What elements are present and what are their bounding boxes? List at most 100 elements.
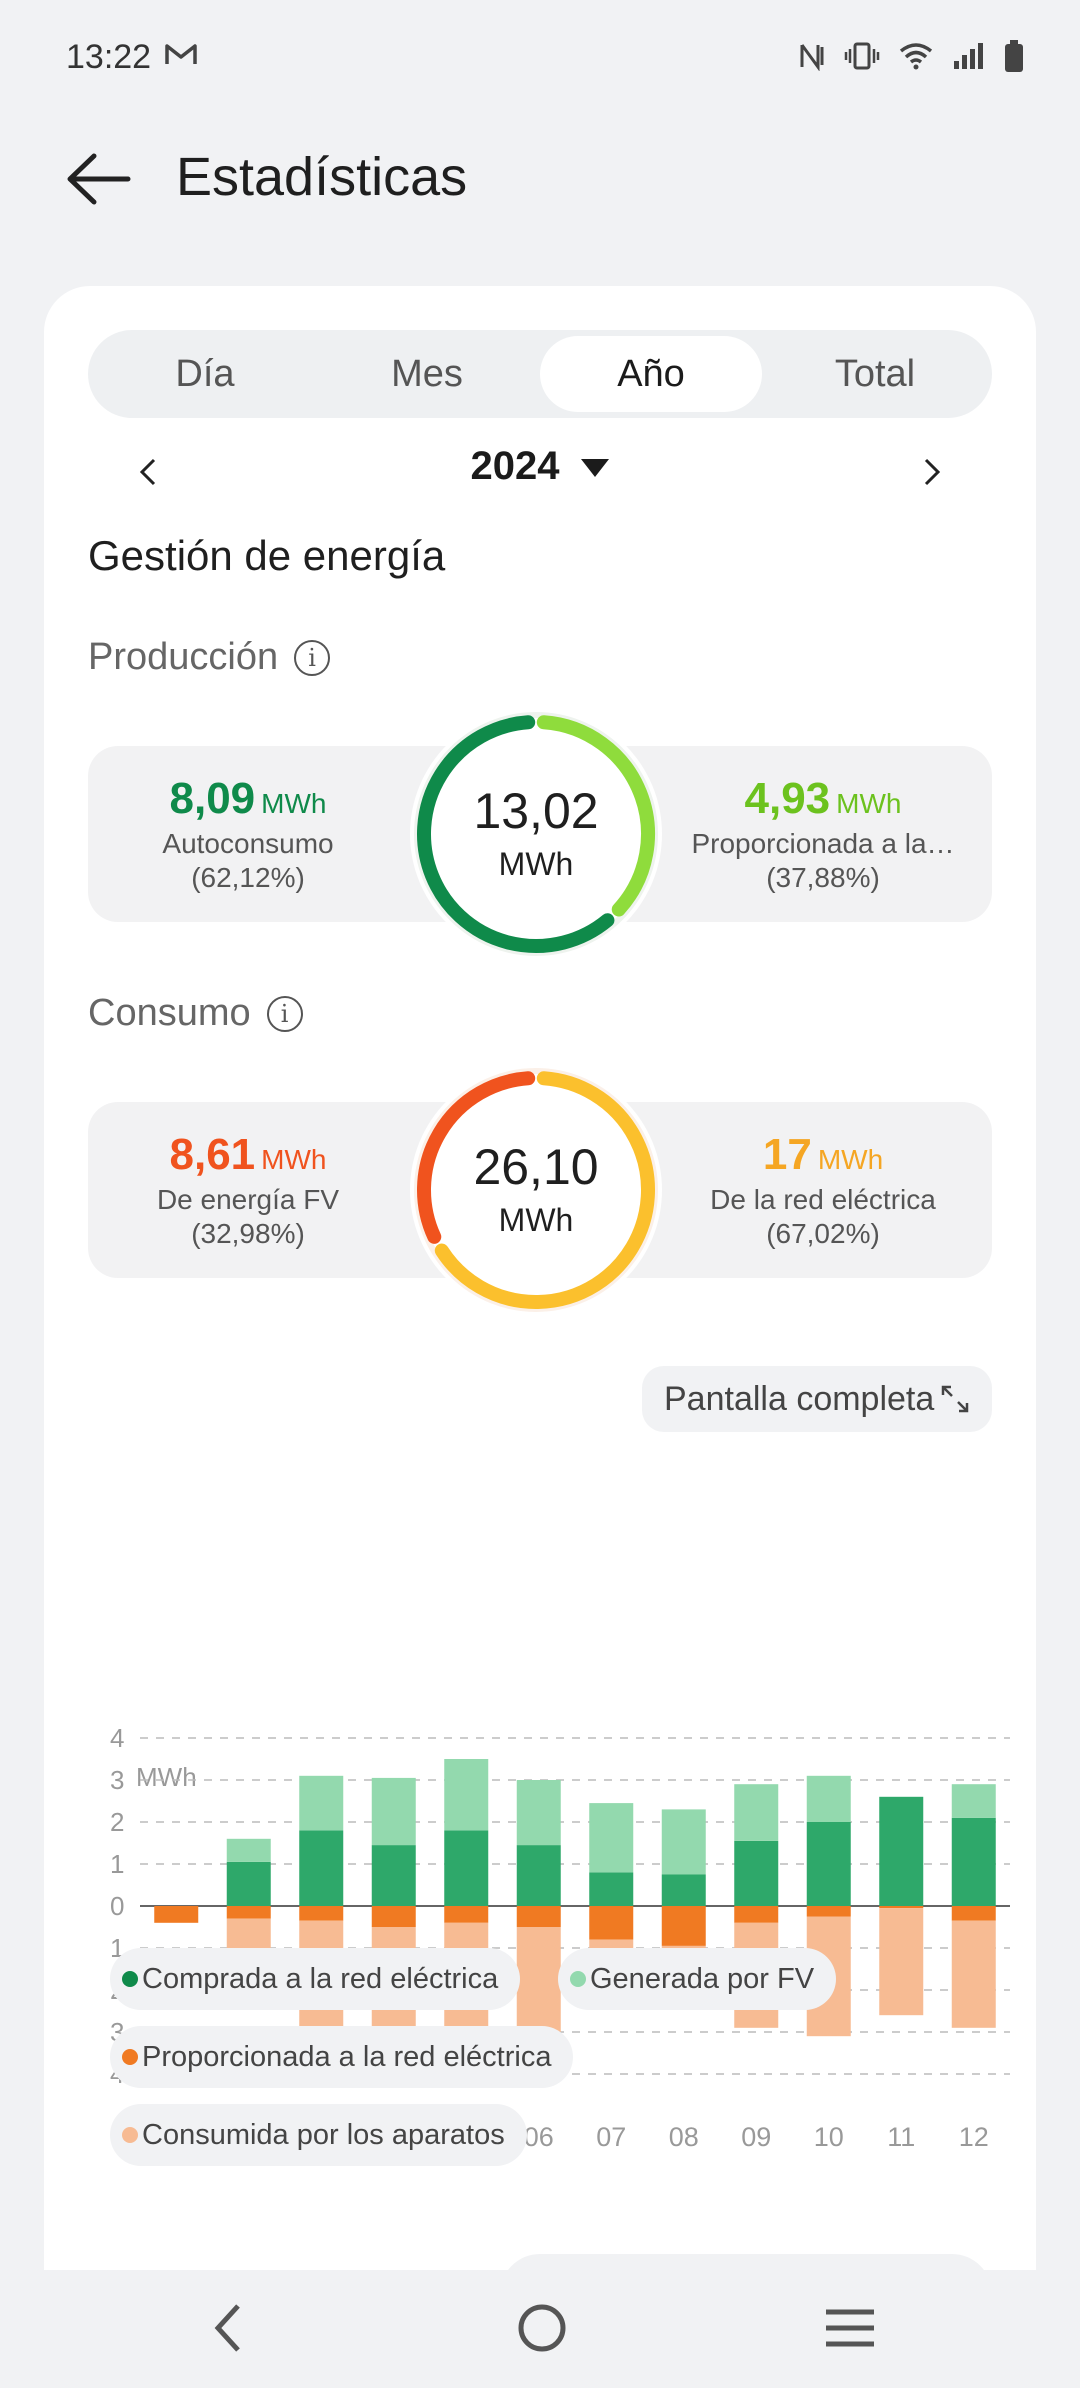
legend-dot	[122, 2127, 138, 2143]
legend-item-fed[interactable]: Proporcionada a la red eléctrica	[110, 2026, 574, 2088]
bar-segment	[516, 1906, 561, 1927]
app-header: Estadísticas	[0, 130, 1080, 230]
bar-segment	[951, 1920, 996, 2028]
bar-segment	[879, 1796, 924, 1906]
consumption-right-value: 17	[762, 1130, 812, 1179]
tab-total[interactable]: Total	[834, 353, 916, 395]
consumption-total-unit: MWh	[498, 1202, 574, 1238]
bar-segment	[661, 1809, 706, 1875]
production-right-label: Proporcionada a la…	[691, 828, 955, 859]
production-right-value: 4,93	[744, 774, 831, 823]
chevron-right-icon[interactable]	[912, 450, 952, 494]
production-title: Producción i	[88, 636, 331, 679]
bar-segment	[734, 1784, 779, 1841]
consumption-left-pct: (32,98%)	[191, 1218, 305, 1249]
back-arrow-icon[interactable]	[60, 144, 140, 214]
bar-segment	[299, 1830, 344, 1906]
production-title-text: Producción	[88, 636, 279, 678]
wifi-icon	[899, 43, 933, 70]
period-tabs: Día Mes Año Total	[88, 330, 992, 418]
bar-segment	[516, 1927, 561, 2032]
bar-segment	[806, 1906, 851, 1917]
bar-segment	[226, 1906, 271, 1919]
bar-segment	[299, 1906, 344, 1921]
y-tick-label: 3	[110, 1765, 124, 1795]
fullscreen-button[interactable]: Pantalla completa	[642, 1366, 992, 1432]
battery-icon	[1005, 40, 1023, 72]
energy-card: Día Mes Año Total 2024 Gestión de energí…	[44, 286, 1036, 2334]
legend-item-bought[interactable]: Comprada a la red eléctrica	[110, 1948, 521, 2010]
gmail-icon	[165, 44, 197, 64]
legend-label: Consumida por los aparatos	[142, 2119, 505, 2151]
chevron-left-icon[interactable]	[128, 450, 168, 494]
nav-back-icon[interactable]	[208, 2300, 248, 2356]
consumption-right-label: De la red eléctrica	[710, 1184, 936, 1215]
fullscreen-label: Pantalla completa	[664, 1380, 935, 1418]
consumption-arc-grid	[434, 1071, 655, 1309]
legend-dot	[122, 1971, 138, 1987]
page-title: Estadísticas	[176, 147, 468, 207]
expand-icon	[941, 1385, 969, 1413]
legend-dot	[570, 1971, 586, 1987]
legend-label: Comprada a la red eléctrica	[142, 1963, 499, 1995]
production-total-unit: MWh	[498, 846, 574, 882]
bar-segment	[806, 1775, 851, 1822]
consumption-left-unit: MWh	[261, 1144, 327, 1175]
y-tick-label: 2	[110, 1807, 124, 1837]
bar-segment	[589, 1803, 634, 1873]
bar-segment	[371, 1845, 416, 1906]
bar-segment	[951, 1817, 996, 1906]
consumption-title: Consumo i	[88, 992, 303, 1035]
production-left-label: Autoconsumo	[162, 828, 334, 859]
bar-segment	[661, 1906, 706, 1946]
production-right-unit: MWh	[836, 788, 902, 819]
bar-segment	[226, 1838, 271, 1862]
consumption-from-grid: 17 MWh De la red eléctrica (67,02%)	[668, 1130, 978, 1250]
bar-segment	[951, 1784, 996, 1818]
year-selector: 2024	[88, 432, 992, 512]
status-bar: 13:22	[0, 0, 1080, 110]
production-left-unit: MWh	[261, 788, 327, 819]
bar-segment	[444, 1830, 489, 1906]
bar-segment	[734, 1906, 779, 1923]
bar-segment	[444, 1759, 489, 1831]
x-tick-label: 06	[524, 2122, 554, 2152]
consumption-arc-pv	[417, 1071, 536, 1244]
x-tick-label: 07	[596, 2122, 626, 2152]
dropdown-triangle-icon	[581, 459, 610, 478]
production-arc-self	[417, 715, 615, 953]
info-icon[interactable]: i	[266, 995, 303, 1032]
vibrate-icon	[844, 42, 880, 70]
status-time: 13:22	[66, 38, 152, 76]
x-tick-label: 12	[959, 2122, 989, 2152]
legend-item-pv[interactable]: Generada por FV	[558, 1948, 837, 2010]
legend-dot	[122, 2049, 138, 2065]
year-label: 2024	[470, 444, 560, 488]
year-dropdown[interactable]: 2024	[88, 444, 992, 489]
bar-segment	[444, 1906, 489, 1923]
production-donut: 13,02 MWh	[410, 708, 662, 960]
production-fed-to-grid: 4,93 MWh Proporcionada a la… (37,88%)	[668, 774, 978, 894]
consumption-total-value: 26,10	[473, 1139, 599, 1195]
production-total-value: 13,02	[473, 783, 599, 839]
tab-dia[interactable]: Día	[175, 353, 235, 395]
navigation-bar	[0, 2270, 1080, 2388]
nav-home-icon[interactable]	[514, 2300, 570, 2356]
info-icon[interactable]: i	[294, 639, 331, 676]
tab-ano[interactable]: Año	[540, 336, 762, 412]
bar-segment	[516, 1845, 561, 1906]
bar-segment	[226, 1861, 271, 1906]
production-arc-grid	[536, 715, 655, 917]
production-left-value: 8,09	[169, 774, 256, 823]
bar-segment	[879, 1906, 924, 1909]
section-title: Gestión de energía	[88, 532, 446, 579]
nav-menu-icon[interactable]	[822, 2300, 878, 2356]
production-right-pct: (37,88%)	[766, 862, 880, 893]
legend-item-consumed[interactable]: Consumida por los aparatos	[110, 2104, 527, 2166]
bar-segment	[661, 1874, 706, 1906]
bar-segment	[879, 1908, 924, 2016]
bar-segment	[371, 1777, 416, 1846]
bar-segment	[516, 1780, 561, 1846]
nfc-icon	[800, 44, 824, 71]
tab-mes[interactable]: Mes	[391, 353, 463, 395]
